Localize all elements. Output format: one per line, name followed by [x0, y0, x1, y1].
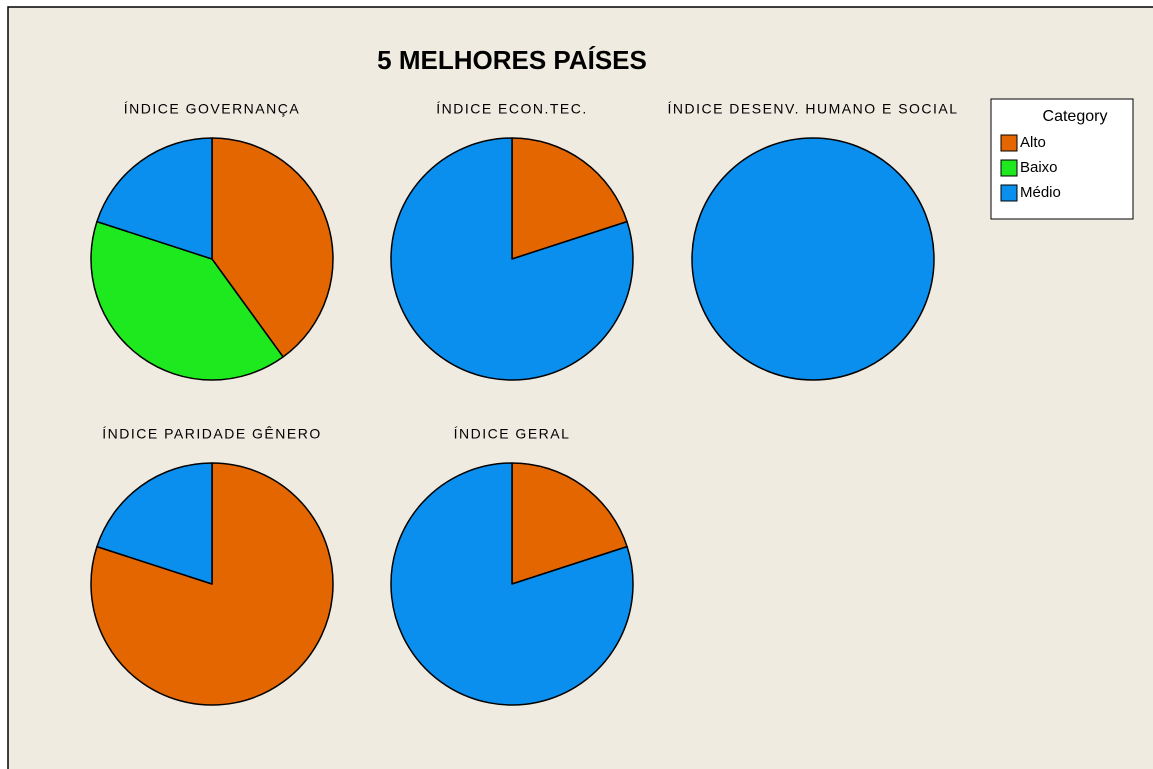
pie-title: ÍNDICE ECON.TEC. [436, 101, 588, 117]
pie-title: ÍNDICE GOVERNANÇA [124, 101, 300, 117]
pie-title: ÍNDICE PARIDADE GÊNERO [102, 426, 321, 442]
legend-swatch [1000, 159, 1018, 177]
legend-swatch [1000, 134, 1018, 152]
legend-label: Alto [1020, 134, 1046, 151]
pie-slice [390, 462, 634, 706]
pie-slice [511, 462, 628, 585]
pie-slice [90, 220, 284, 381]
pie-slice [390, 137, 634, 381]
legend-swatch [1000, 184, 1018, 202]
legend-label: Médio [1020, 184, 1061, 201]
pie-title: ÍNDICE GERAL [454, 426, 571, 442]
legend-label: Baixo [1020, 159, 1058, 176]
legend-title: Category [1043, 108, 1108, 125]
pie-slice [96, 137, 213, 260]
pie-slice [211, 137, 334, 358]
pie-slice [691, 137, 935, 381]
chart-title: 5 MELHORES PAÍSES [377, 45, 647, 75]
pie-slice [511, 137, 628, 260]
pie-title: ÍNDICE DESENV. HUMANO E SOCIAL [667, 101, 958, 117]
pie-slice [96, 462, 213, 585]
